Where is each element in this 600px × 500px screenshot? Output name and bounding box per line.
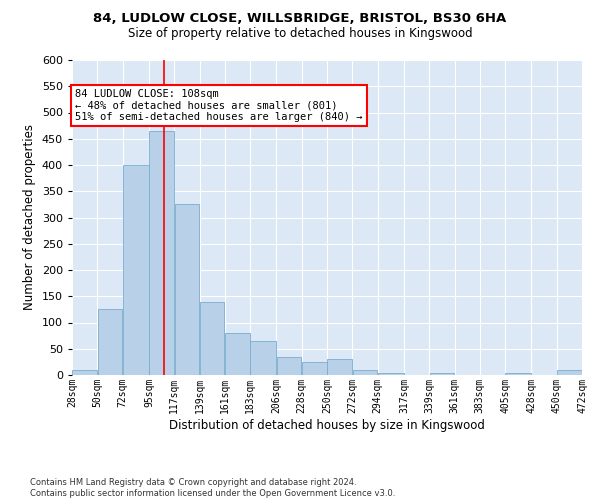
Bar (225, 333, 250, 375)
Bar (277, 356, 301, 375)
Bar (378, 373, 404, 375)
Bar (430, 373, 454, 375)
X-axis label: Distribution of detached houses by size in Kingswood: Distribution of detached houses by size … (169, 418, 485, 432)
Bar (250, 341, 276, 375)
Bar (123, 165, 149, 375)
Bar (98, 310, 122, 375)
Y-axis label: Number of detached properties: Number of detached properties (23, 124, 36, 310)
Bar (328, 359, 352, 375)
Text: 84, LUDLOW CLOSE, WILLSBRIDGE, BRISTOL, BS30 6HA: 84, LUDLOW CLOSE, WILLSBRIDGE, BRISTOL, … (94, 12, 506, 26)
Text: 84 LUDLOW CLOSE: 108sqm
← 48% of detached houses are smaller (801)
51% of semi-d: 84 LUDLOW CLOSE: 108sqm ← 48% of detache… (76, 89, 363, 122)
Bar (505, 373, 531, 375)
Bar (557, 370, 581, 375)
Bar (149, 131, 174, 375)
Bar (353, 370, 377, 375)
Bar (200, 302, 224, 375)
Bar (302, 362, 326, 375)
Text: Size of property relative to detached houses in Kingswood: Size of property relative to detached ho… (128, 28, 472, 40)
Text: Contains HM Land Registry data © Crown copyright and database right 2024.
Contai: Contains HM Land Registry data © Crown c… (30, 478, 395, 498)
Bar (73, 370, 97, 375)
Bar (175, 204, 199, 375)
